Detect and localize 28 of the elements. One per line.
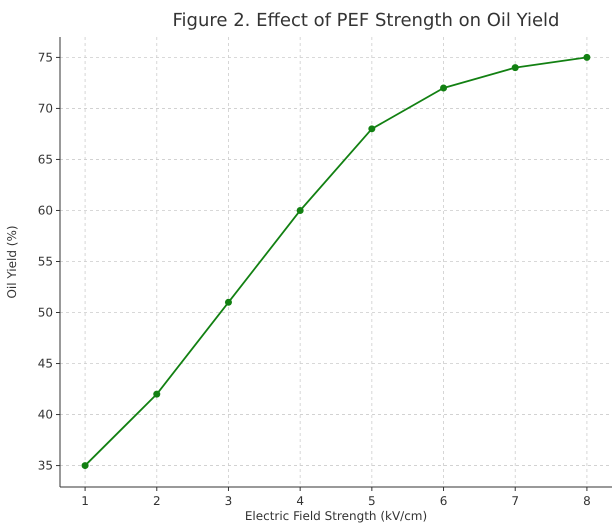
point <box>368 125 376 132</box>
point <box>224 298 232 306</box>
y-tick-label: 35 <box>38 458 53 473</box>
y-tick-label: 60 <box>38 203 53 218</box>
y-tick-label: 50 <box>38 306 53 320</box>
x-tick-label: 8 <box>583 494 591 508</box>
x-tick-label: 2 <box>152 494 161 508</box>
y-axis-title: Oil Yield (%) <box>5 225 19 299</box>
y-tick-label: 65 <box>38 152 53 166</box>
point <box>512 64 519 72</box>
x-axis-title: Electric Field Strength (kV/cm) <box>244 509 428 523</box>
y-tick-label: 75 <box>38 50 53 64</box>
point <box>440 84 448 92</box>
y-tick-label: 70 <box>38 101 53 116</box>
y-tick-label: 45 <box>38 356 53 371</box>
point <box>583 54 590 61</box>
x-tick-label: 4 <box>296 494 304 508</box>
y-tick-label: 55 <box>38 254 53 268</box>
chart-title: Figure 2. Effect of PEF Strength on Oil Yield <box>172 10 560 31</box>
x-tick-label: 7 <box>511 494 520 508</box>
point <box>82 462 89 470</box>
y-tick-label: 40 <box>38 408 53 422</box>
point <box>296 206 304 214</box>
x-tick-label: 5 <box>368 494 376 508</box>
x-tick-label: 3 <box>224 494 232 508</box>
x-tick-label: 6 <box>440 494 448 508</box>
point <box>153 390 160 398</box>
x-tick-label: 1 <box>81 494 89 508</box>
